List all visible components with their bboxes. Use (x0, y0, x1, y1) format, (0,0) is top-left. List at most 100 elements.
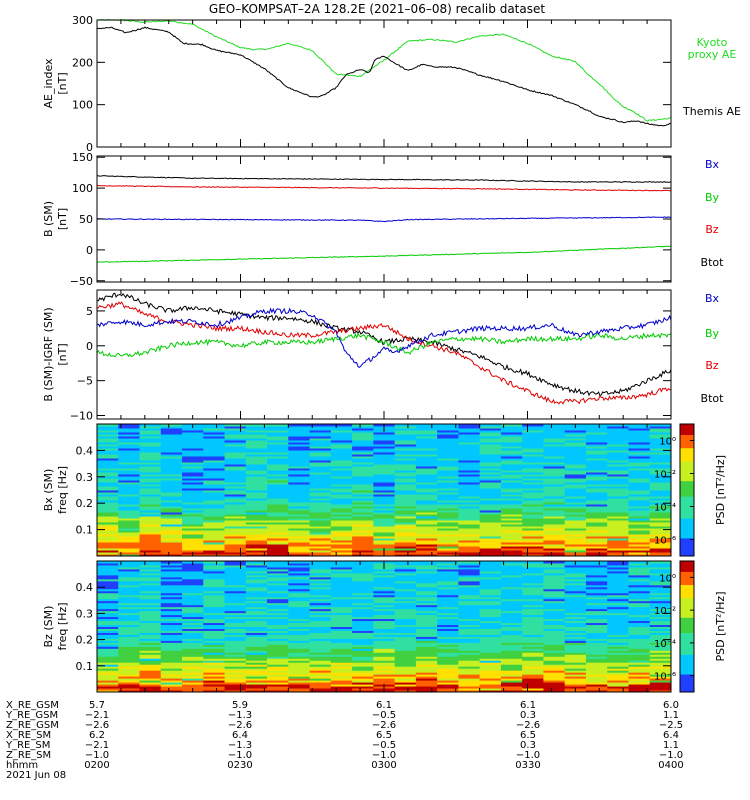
bx-cell (245, 468, 268, 471)
bz-cell (564, 664, 587, 667)
bx-cell (182, 476, 204, 479)
bz-cell (267, 650, 289, 653)
bz-colorbar-label: PSD [nT²/Hz] (714, 591, 727, 661)
bx-cell (309, 522, 332, 525)
bz-cell (607, 584, 629, 588)
bx-colorbar-step (680, 545, 694, 548)
bx-cell (97, 502, 119, 505)
bx-cell (458, 458, 481, 461)
bx-cell (309, 424, 332, 427)
bz-cell (352, 642, 374, 645)
bz-cell (394, 602, 417, 606)
bx-cell (394, 472, 417, 475)
bz-cell (394, 676, 417, 679)
bx-cell (118, 464, 141, 467)
bx-cell (543, 424, 566, 427)
bz-cell (543, 594, 566, 598)
bx-cell (352, 506, 374, 509)
bx-cell (649, 520, 672, 523)
bz-cell (309, 662, 332, 665)
bx-cell (352, 522, 374, 525)
bx-cell (203, 514, 226, 517)
bx-cell (500, 424, 523, 427)
bx-cell (352, 492, 374, 495)
bz-colorbar-step (680, 646, 694, 649)
bx-cell (585, 508, 608, 511)
bz-cell (458, 576, 481, 580)
bz-cell (352, 612, 374, 616)
bx-cell (288, 538, 311, 541)
bx-cell (522, 468, 544, 471)
bx-cell (415, 456, 438, 459)
bz-cell (394, 596, 417, 600)
bz-colorbar-step (680, 628, 694, 632)
bx-cell (288, 510, 311, 513)
bx-cell (309, 450, 332, 453)
bx-cell (649, 526, 672, 529)
bz-cell (564, 666, 587, 669)
bx-cell (394, 446, 417, 449)
bx-cell (373, 520, 396, 523)
bz-cell (330, 580, 353, 584)
bx-cell (97, 464, 119, 467)
bz-cell (649, 608, 672, 612)
bx-cell (607, 540, 629, 543)
bx-cell (118, 522, 141, 525)
bx-cell (139, 434, 162, 437)
b-ytick-label: 100 (72, 182, 93, 195)
bx-cell (309, 426, 332, 429)
bx-cell (97, 430, 119, 433)
bx-cell (139, 500, 162, 503)
bx-cell (160, 444, 183, 447)
bz-cell (500, 688, 523, 691)
bx-cell (585, 522, 608, 525)
bx-cell (267, 430, 289, 433)
bx-cell (564, 494, 587, 497)
bz-cell (585, 610, 608, 614)
bx-cell (522, 516, 544, 519)
bz-cell (458, 644, 481, 647)
bz-cell (607, 582, 629, 586)
bz-cell (267, 656, 289, 659)
bz-cell (500, 622, 523, 626)
bx-cell (585, 480, 608, 483)
bx-cell (97, 512, 119, 515)
bz-cell (373, 642, 396, 645)
ae-yunit: [nT] (56, 72, 69, 94)
bx-cell (373, 502, 396, 505)
bx-cell (160, 508, 183, 511)
bz-cell (649, 594, 672, 598)
bx-cell (224, 470, 247, 473)
bx-cell (288, 466, 311, 469)
bx-cell (415, 506, 438, 509)
bx-cell (522, 470, 544, 473)
bz-cell (118, 596, 141, 600)
bx-cell (522, 522, 544, 525)
bx-cell (585, 536, 608, 539)
bx-cell (267, 448, 289, 451)
bx-cell (97, 424, 119, 427)
bx-cell (415, 472, 438, 475)
bx-cell (564, 520, 587, 523)
bz-cell (182, 580, 204, 584)
bx-cell (330, 522, 353, 525)
bz-cell (373, 632, 396, 635)
bx-cell (585, 468, 608, 471)
bz-cell (607, 642, 629, 645)
bx-cell (352, 552, 374, 555)
bx-cell (160, 534, 183, 537)
bx-cell (373, 478, 396, 481)
bz-cell (458, 656, 481, 659)
bz-cell (479, 680, 502, 683)
bz-cell (437, 564, 459, 568)
bx-cell (500, 522, 523, 525)
bz-cell (139, 600, 162, 604)
bx-colorbar-step (680, 481, 694, 484)
bx-cell (585, 438, 608, 441)
bz-colorbar-step (680, 648, 694, 652)
bx-cell (245, 542, 268, 545)
bz-cell (330, 608, 353, 612)
bx-cell (160, 460, 183, 463)
bz-cell (224, 590, 247, 594)
bz-cell (139, 592, 162, 596)
